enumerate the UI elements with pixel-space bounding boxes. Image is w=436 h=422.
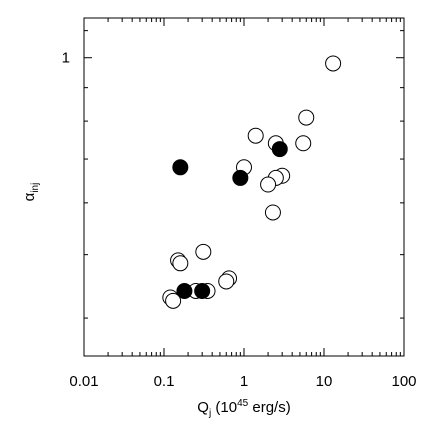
open-data-point	[218, 273, 235, 290]
data-points	[162, 55, 342, 309]
filled-data-point	[194, 282, 211, 299]
open-data-point	[165, 292, 182, 309]
x-axis-label: Qj (1045 erg/s)	[197, 398, 290, 419]
x-tick-label: 0.01	[69, 373, 98, 390]
open-data-point	[172, 255, 189, 272]
open-data-point	[264, 204, 281, 221]
x-tick-label: 0.1	[154, 373, 175, 390]
x-tick-label: 100	[391, 373, 416, 390]
open-data-point	[295, 135, 312, 152]
plot-frame	[83, 17, 405, 357]
y-axis-label: αinj	[21, 183, 41, 202]
open-data-point	[195, 243, 212, 260]
filled-data-point	[172, 159, 189, 176]
open-data-point	[298, 109, 315, 126]
filled-data-point	[176, 282, 193, 299]
filled-data-point	[232, 169, 249, 186]
open-data-point	[247, 127, 264, 144]
open-data-point	[260, 176, 277, 193]
y-tick-label: 1	[62, 50, 70, 67]
tick-labels: 0.01 0.1 1 10 100 1	[62, 50, 417, 390]
x-tick-label: 1	[240, 373, 248, 390]
axis-ticks	[83, 18, 405, 356]
filled-data-point	[271, 141, 288, 158]
x-tick-label: 10	[316, 373, 333, 390]
open-data-point	[325, 55, 342, 72]
